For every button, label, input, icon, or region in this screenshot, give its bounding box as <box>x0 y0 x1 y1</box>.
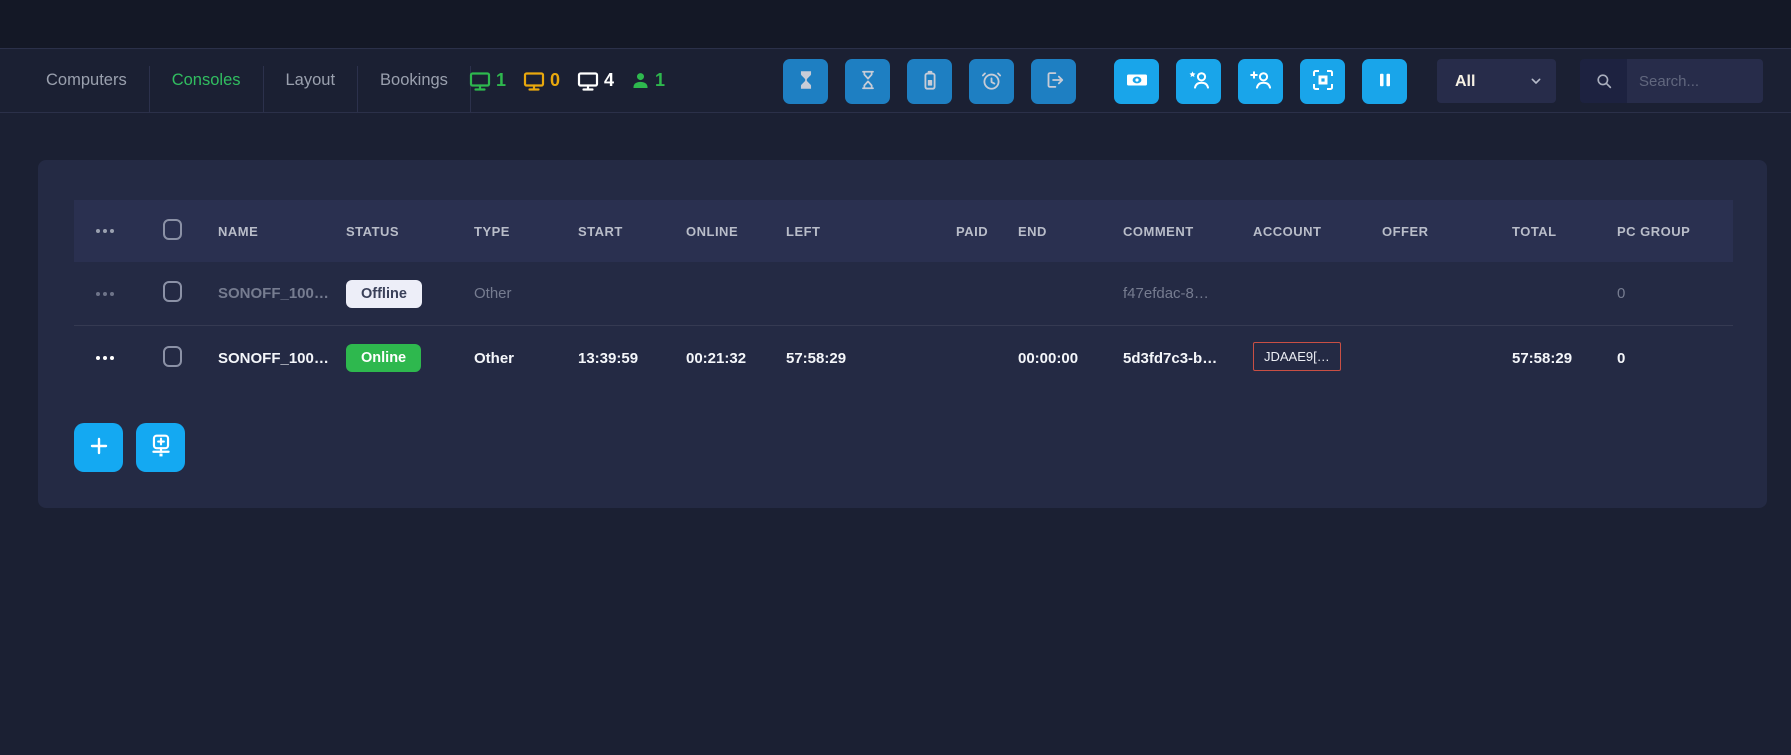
add-user-button[interactable] <box>1238 59 1283 104</box>
add-device-icon <box>148 433 174 462</box>
row-checkbox[interactable] <box>163 281 182 302</box>
add-device-button[interactable] <box>136 423 185 472</box>
cell-name: SONOFF_100… <box>218 285 329 302</box>
cell-start: 13:39:59 <box>578 349 639 367</box>
tab-layout[interactable]: Layout <box>285 71 336 89</box>
status-counters: 1 0 4 1 <box>468 49 665 112</box>
user-star-button[interactable] <box>1176 59 1221 104</box>
cash-payment-button[interactable] <box>1114 59 1159 104</box>
actions-toolbar <box>1114 59 1407 104</box>
table-header-row: NAME STATUS TYPE START ONLINE LEFT PAID … <box>74 200 1733 262</box>
column-header-start[interactable]: START <box>578 223 623 239</box>
column-header-total[interactable]: TOTAL <box>1512 223 1557 239</box>
consoles-table: NAME STATUS TYPE START ONLINE LEFT PAID … <box>74 200 1733 390</box>
qr-scan-button[interactable] <box>1300 59 1345 104</box>
person-icon <box>630 70 651 91</box>
counter-value: 4 <box>604 70 615 90</box>
status-badge: Offline <box>346 279 422 308</box>
tab-bookings[interactable]: Bookings <box>380 71 448 89</box>
tab-divider <box>148 66 150 112</box>
hourglass-outline-icon <box>857 69 879 94</box>
hourglass-filled-icon <box>795 69 817 94</box>
session-toolbar <box>783 59 1076 104</box>
cell-type: Other <box>474 349 515 367</box>
counter-total-consoles: 4 <box>576 69 614 93</box>
counter-online-consoles: 1 <box>468 69 506 93</box>
user-plus-icon <box>1249 68 1273 95</box>
plus-icon <box>87 434 111 461</box>
pause-button[interactable] <box>1362 59 1407 104</box>
row-menu-button[interactable] <box>96 288 114 300</box>
filter-select[interactable]: All <box>1437 59 1556 103</box>
column-header-online[interactable]: ONLINE <box>686 223 739 239</box>
cell-end: 00:00:00 <box>1018 349 1079 367</box>
table-row[interactable]: SONOFF_100… Online Other 13:39:59 00:21:… <box>74 326 1733 390</box>
cell-left: 57:58:29 <box>786 349 847 367</box>
cell-comment: f47efdac-8… <box>1123 285 1209 302</box>
monitor-icon <box>468 69 492 93</box>
account-alert-box: JDAAE9[… <box>1253 341 1341 371</box>
cell-online: 00:21:32 <box>686 349 747 367</box>
monitor-icon <box>522 69 546 93</box>
column-header-paid[interactable]: PAID <box>956 223 989 239</box>
search-input[interactable] <box>1627 59 1763 103</box>
column-header-comment[interactable]: COMMENT <box>1123 223 1194 239</box>
column-header-left[interactable]: LEFT <box>786 223 821 239</box>
alarm-clock-icon <box>980 69 1003 95</box>
column-header-type[interactable]: TYPE <box>474 223 510 239</box>
table-footer-buttons <box>74 423 185 472</box>
row-checkbox[interactable] <box>163 345 182 367</box>
tab-computers[interactable]: Computers <box>46 71 127 89</box>
hourglass-filled-button[interactable] <box>783 59 828 104</box>
cell-comment: 5d3fd7c3-b… <box>1123 349 1218 367</box>
column-header-end[interactable]: END <box>1018 223 1047 239</box>
add-console-button[interactable] <box>74 423 123 472</box>
cell-name: SONOFF_100… <box>218 349 329 367</box>
user-star-icon <box>1187 68 1211 95</box>
sign-out-button[interactable] <box>1031 59 1076 104</box>
qr-scan-icon <box>1311 68 1335 95</box>
consoles-table-card: NAME STATUS TYPE START ONLINE LEFT PAID … <box>38 160 1767 508</box>
monitor-icon <box>576 69 600 93</box>
row-menu-button[interactable] <box>96 352 114 364</box>
battery-icon <box>919 69 941 94</box>
cell-pc-group: 0 <box>1617 349 1626 367</box>
table-menu-button[interactable] <box>96 225 114 237</box>
status-badge: Online <box>346 344 422 372</box>
table-row[interactable]: SONOFF_100… Offline Other f47efdac-8… 0 <box>74 262 1733 326</box>
hourglass-outline-button[interactable] <box>845 59 890 104</box>
search-icon <box>1580 59 1627 103</box>
search-box <box>1580 59 1763 103</box>
tab-consoles[interactable]: Consoles <box>171 71 241 89</box>
main-navigation-bar: Computers Consoles Layout Bookings 1 0 4 <box>0 48 1791 113</box>
pause-icon <box>1375 70 1395 93</box>
column-header-offer[interactable]: OFFER <box>1382 223 1429 239</box>
cell-pc-group: 0 <box>1617 285 1626 302</box>
tab-divider <box>357 66 359 112</box>
section-tabs: Computers Consoles Layout Bookings <box>46 49 471 112</box>
filter-dropdown-wrap: All <box>1437 59 1556 103</box>
column-header-account[interactable]: ACCOUNT <box>1253 223 1322 239</box>
counter-busy-consoles: 0 <box>522 69 560 93</box>
counter-value: 1 <box>496 70 507 90</box>
cash-icon <box>1125 68 1149 95</box>
tab-divider <box>469 66 471 112</box>
alarm-clock-button[interactable] <box>969 59 1014 104</box>
battery-button[interactable] <box>907 59 952 104</box>
cell-total: 57:58:29 <box>1512 349 1573 367</box>
counter-value: 0 <box>550 70 561 90</box>
column-header-pc-group[interactable]: PC GROUP <box>1617 223 1691 239</box>
window-top-bar <box>0 0 1791 48</box>
column-header-status[interactable]: STATUS <box>346 223 400 239</box>
cell-type: Other <box>474 285 512 302</box>
counter-active-users: 1 <box>630 70 665 91</box>
sign-out-icon <box>1043 69 1065 94</box>
select-all-checkbox[interactable] <box>163 219 182 240</box>
counter-value: 1 <box>655 70 666 90</box>
tab-divider <box>262 66 264 112</box>
column-header-name[interactable]: NAME <box>218 223 259 239</box>
